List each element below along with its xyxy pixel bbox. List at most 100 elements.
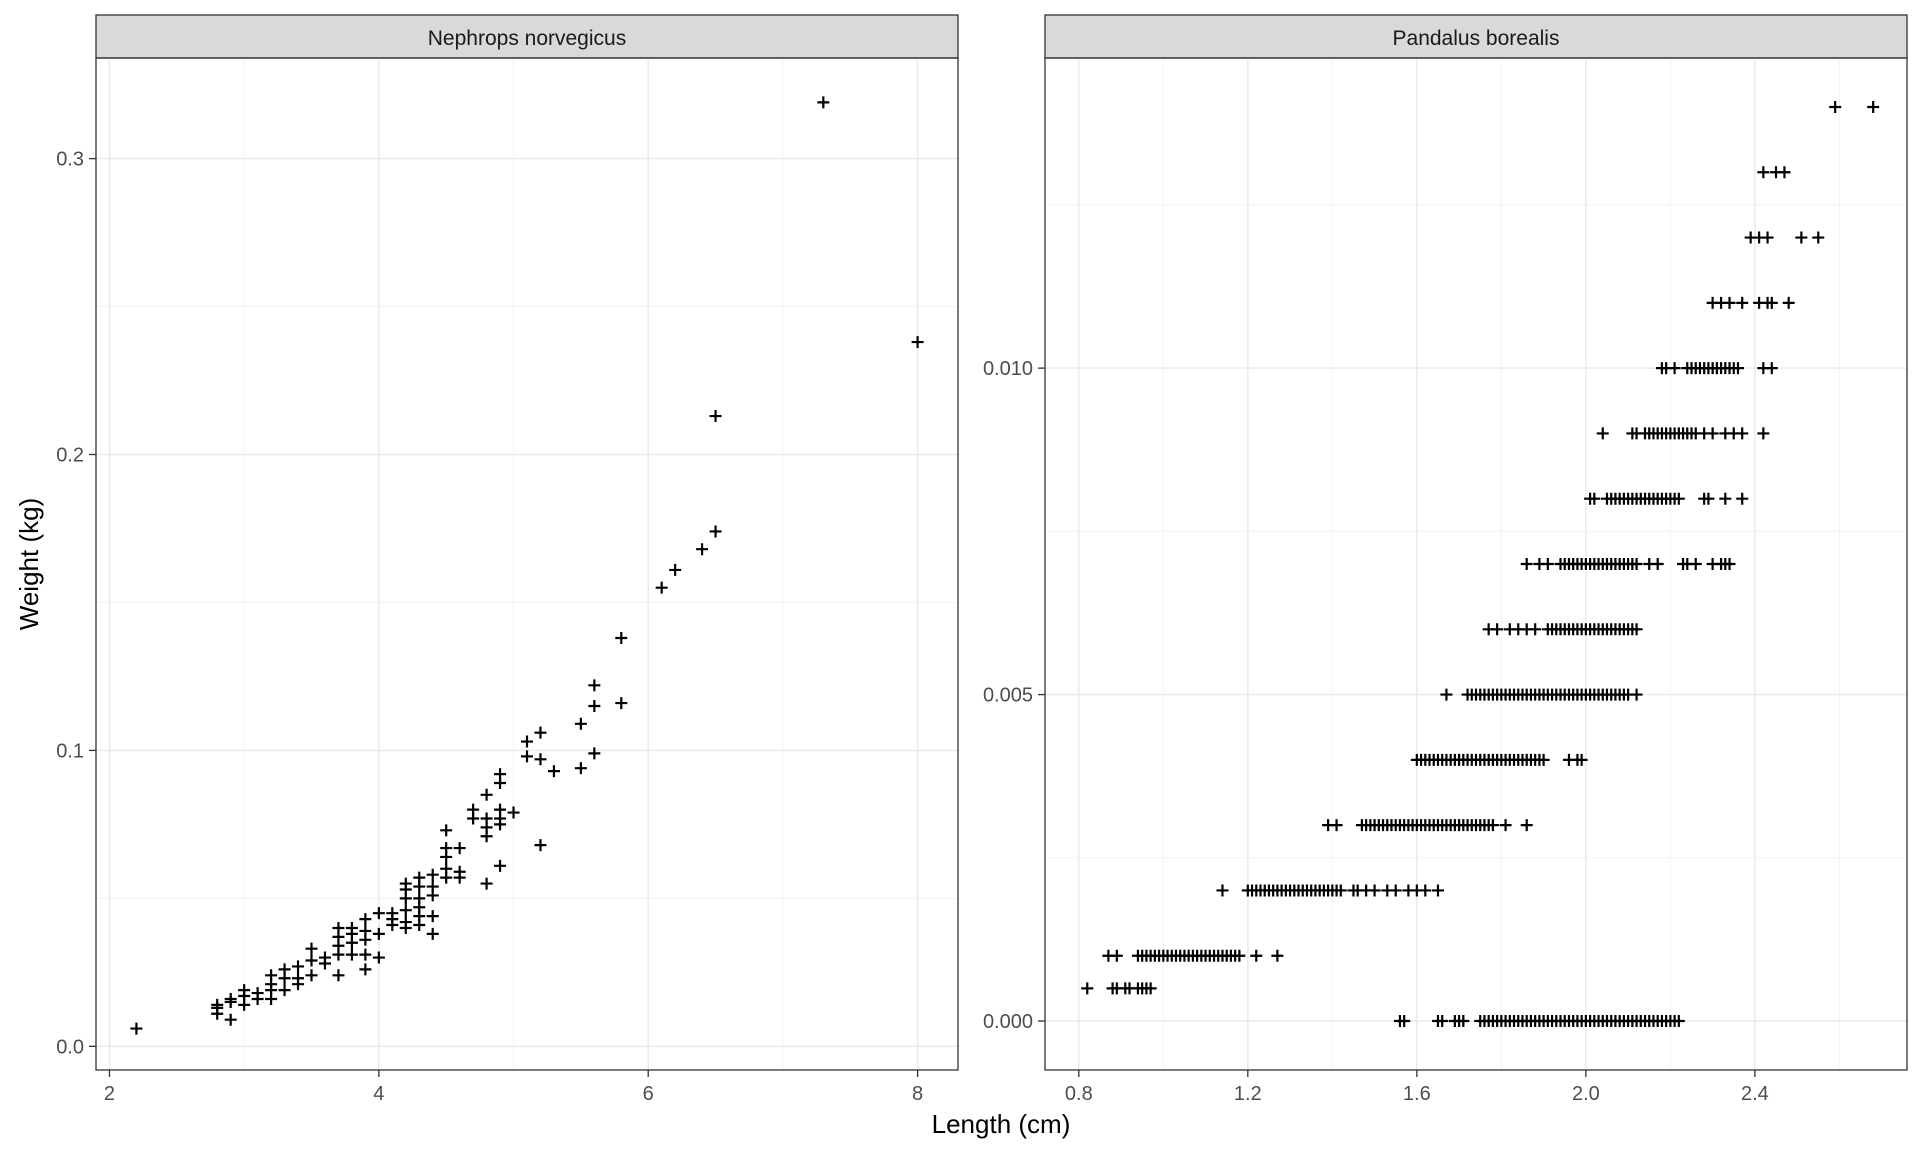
data-point — [426, 927, 439, 940]
gridlines-pandalus — [1045, 58, 1907, 1070]
data-point — [1782, 296, 1795, 309]
data-point — [238, 984, 251, 997]
facet-title-pandalus: Pandalus borealis — [1393, 27, 1560, 50]
data-point — [574, 717, 587, 730]
x-tick-label: 4 — [373, 1083, 384, 1105]
data-point — [1110, 949, 1123, 962]
data-point — [1330, 819, 1343, 832]
data-point — [1719, 492, 1732, 505]
y-tick-label: 0.0 — [56, 1036, 84, 1058]
data-point — [1630, 558, 1643, 570]
data-point — [292, 960, 305, 973]
y-axis-nephrops: 0.0 0.1 0.2 0.3 — [56, 149, 96, 1058]
data-point — [1216, 884, 1229, 897]
data-point — [480, 788, 493, 801]
data-point — [1731, 362, 1744, 375]
x-tick-label: 1.2 — [1234, 1083, 1262, 1105]
data-point — [1529, 623, 1542, 636]
gridlines-nephrops — [96, 58, 958, 1070]
data-point — [817, 96, 830, 109]
data-point — [709, 525, 722, 538]
data-point — [507, 806, 520, 819]
facet-strip-nephrops — [95, 14, 959, 59]
data-point — [1081, 982, 1094, 995]
data-point — [1765, 362, 1778, 375]
y-axis-pandalus: 0.000 0.005 0.010 — [983, 358, 1045, 1033]
data-point — [696, 543, 709, 556]
data-point — [1440, 688, 1453, 701]
data-point — [615, 631, 628, 644]
data-point — [305, 942, 318, 955]
data-point — [911, 336, 924, 349]
data-point — [251, 987, 264, 1000]
data-point — [588, 679, 601, 692]
x-axis-pandalus: 0.8 1.2 1.6 2.0 2.4 — [1065, 1070, 1769, 1105]
y-tick-label: 0.2 — [56, 445, 84, 467]
data-point — [1778, 166, 1791, 179]
data-point — [413, 871, 426, 884]
data-point — [278, 963, 291, 976]
data-point — [345, 948, 358, 961]
data-point — [1757, 427, 1770, 440]
data-point — [426, 868, 439, 881]
data-point — [1389, 884, 1402, 897]
data-point — [332, 969, 345, 982]
data-point — [547, 765, 560, 778]
panel-border-pandalus — [1044, 57, 1908, 1071]
data-point — [1812, 231, 1825, 244]
data-point — [399, 916, 412, 929]
data-point — [1368, 884, 1381, 897]
data-point — [480, 877, 493, 890]
data-point — [534, 753, 547, 766]
x-tick-label: 2.4 — [1741, 1083, 1769, 1105]
data-point — [521, 735, 533, 748]
data-point — [1723, 558, 1736, 570]
data-point — [1541, 558, 1554, 570]
data-point — [1630, 623, 1643, 636]
data-point — [1702, 492, 1715, 505]
data-point — [494, 803, 507, 816]
data-point — [1520, 558, 1533, 570]
data-point — [1588, 492, 1601, 505]
data-point — [534, 839, 547, 852]
x-tick-label: 0.8 — [1065, 1083, 1093, 1105]
data-point — [574, 762, 587, 775]
data-point — [359, 963, 372, 976]
data-point — [494, 768, 507, 781]
data-point — [426, 880, 439, 893]
panel-border-nephrops — [95, 57, 959, 1071]
x-axis-nephrops: 2 4 6 8 — [104, 1070, 923, 1105]
data-point — [480, 812, 493, 825]
data-point — [1431, 884, 1444, 897]
y-tick-label: 0.010 — [983, 358, 1033, 380]
facet-panel-nephrops: Nephrops norvegicus 2 4 6 8 0.0 0.1 0.2 0.3 — [56, 14, 959, 1105]
data-point — [1436, 1015, 1449, 1028]
data-point — [1829, 100, 1842, 113]
data-point — [1630, 427, 1643, 440]
data-point — [1723, 296, 1736, 309]
y-tick-label: 0.3 — [56, 149, 84, 171]
data-point — [399, 904, 412, 917]
x-tick-label: 8 — [912, 1083, 923, 1105]
data-point — [1457, 1015, 1470, 1028]
data-point — [1233, 949, 1246, 962]
data-point — [615, 697, 628, 710]
data-point — [278, 984, 291, 997]
points-pandalus — [1081, 100, 1880, 1028]
data-point — [265, 969, 278, 982]
data-point — [345, 921, 358, 934]
x-tick-label: 6 — [643, 1083, 654, 1105]
data-point — [669, 563, 682, 576]
data-point — [521, 750, 533, 763]
data-point — [359, 948, 372, 961]
data-point — [1630, 688, 1643, 701]
x-tick-label: 1.6 — [1403, 1083, 1431, 1105]
data-point — [1596, 427, 1609, 440]
data-point — [709, 410, 722, 423]
data-point — [588, 700, 601, 713]
data-point — [305, 969, 318, 982]
data-point — [467, 803, 480, 816]
data-point — [1250, 949, 1263, 962]
data-point — [292, 972, 305, 985]
